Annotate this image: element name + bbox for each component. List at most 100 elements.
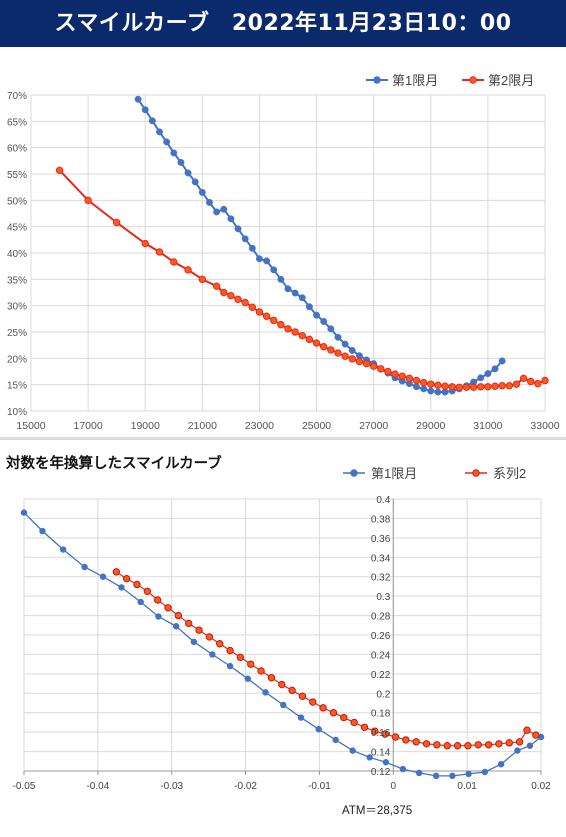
- x-tick-label: -0.05: [13, 781, 36, 792]
- data-point: [277, 275, 285, 283]
- data-point: [514, 747, 521, 754]
- data-point: [319, 343, 328, 351]
- data-point: [305, 335, 314, 344]
- data-point: [477, 374, 485, 382]
- data-point: [298, 331, 306, 340]
- data-point: [474, 741, 482, 749]
- data-point: [226, 662, 234, 670]
- data-point: [257, 667, 265, 675]
- data-point: [153, 596, 162, 604]
- data-point: [248, 244, 256, 252]
- data-point: [348, 355, 356, 363]
- data-point: [405, 374, 414, 383]
- data-point: [298, 294, 306, 302]
- data-point: [340, 713, 348, 722]
- legend-label: 第1限月: [392, 73, 438, 88]
- data-point: [141, 106, 149, 114]
- data-point: [298, 692, 307, 700]
- data-point: [526, 742, 534, 749]
- series-line: [137, 98, 503, 393]
- data-point: [362, 359, 371, 368]
- data-point: [541, 376, 549, 385]
- data-point: [255, 308, 264, 316]
- y-tick-label: 35%: [7, 275, 27, 286]
- data-point: [137, 598, 144, 606]
- data-point: [334, 333, 342, 341]
- data-point: [241, 235, 249, 243]
- data-point: [327, 346, 335, 354]
- atm-annotation: ATM＝28,375: [342, 805, 413, 817]
- data-point: [464, 742, 472, 750]
- data-point: [449, 772, 456, 780]
- data-point: [532, 731, 540, 739]
- x-tick-label: 27000: [359, 420, 388, 432]
- data-point: [341, 340, 349, 348]
- series-line: [115, 571, 537, 747]
- data-point: [155, 248, 164, 256]
- data-point: [247, 660, 255, 668]
- x-tick-label: 0.02: [531, 781, 551, 792]
- data-point: [20, 509, 28, 516]
- data-point: [262, 312, 271, 320]
- data-point: [348, 346, 356, 354]
- data-point: [156, 128, 163, 136]
- data-point: [484, 383, 492, 391]
- data-point: [512, 380, 521, 388]
- data-point: [498, 357, 506, 365]
- legend-marker: [469, 76, 477, 84]
- data-point: [422, 740, 431, 748]
- data-point: [216, 640, 224, 648]
- smile-curve-chart: 10% 15% 20% 25% 30% 35% 40% 45% 50% 55% 60% 65% 70% 1…: [7, 73, 560, 432]
- data-point: [381, 730, 389, 738]
- data-point: [448, 383, 456, 391]
- data-point: [415, 769, 423, 777]
- data-point: [349, 747, 356, 754]
- data-point: [491, 365, 499, 373]
- data-point: [350, 718, 358, 727]
- data-point: [402, 736, 410, 744]
- data-point: [209, 651, 216, 658]
- data-point: [191, 178, 199, 186]
- y-tick-label: 65%: [7, 117, 27, 128]
- data-point: [213, 208, 221, 216]
- data-point: [288, 686, 296, 695]
- x-tick-label: -0.03: [160, 781, 183, 792]
- data-point: [329, 709, 338, 717]
- y-tick-label: 0.2: [376, 689, 390, 700]
- legend-label: 第1限月: [371, 466, 417, 481]
- data-point: [332, 736, 339, 744]
- data-point: [227, 215, 235, 223]
- chart2-title: 対数を年換算したスマイルカーブ: [6, 456, 222, 472]
- data-point: [184, 169, 192, 177]
- data-point: [141, 239, 149, 248]
- y-tick-label: 70%: [7, 91, 27, 102]
- data-point: [226, 646, 234, 655]
- data-point: [99, 573, 107, 580]
- x-tick-label: -0.01: [308, 781, 331, 792]
- data-point: [297, 714, 305, 721]
- data-point: [278, 680, 286, 689]
- series-line: [58, 169, 546, 389]
- data-point: [134, 95, 142, 103]
- data-point: [515, 738, 524, 746]
- data-point: [270, 266, 278, 274]
- data-point: [155, 613, 162, 620]
- data-point: [462, 383, 471, 391]
- y-tick-label: 25%: [7, 328, 27, 339]
- y-tick-label: 55%: [7, 170, 27, 181]
- legend-label: 第2限月: [488, 73, 534, 88]
- y-tick-label: 0.14: [371, 748, 391, 759]
- x-tick-label: -0.02: [234, 781, 257, 792]
- data-point: [369, 362, 378, 370]
- data-point: [55, 166, 64, 175]
- y-tick-label: 0.38: [371, 514, 391, 525]
- data-point: [319, 704, 327, 712]
- data-point: [413, 383, 420, 391]
- data-point: [112, 218, 121, 227]
- data-point: [484, 370, 492, 378]
- page-title: スマイルカーブ 2022年11月23日10：00: [0, 0, 566, 47]
- data-point: [172, 623, 180, 630]
- legend-label: 系列2: [493, 466, 526, 481]
- data-point: [164, 604, 172, 612]
- legend-marker: [350, 469, 358, 477]
